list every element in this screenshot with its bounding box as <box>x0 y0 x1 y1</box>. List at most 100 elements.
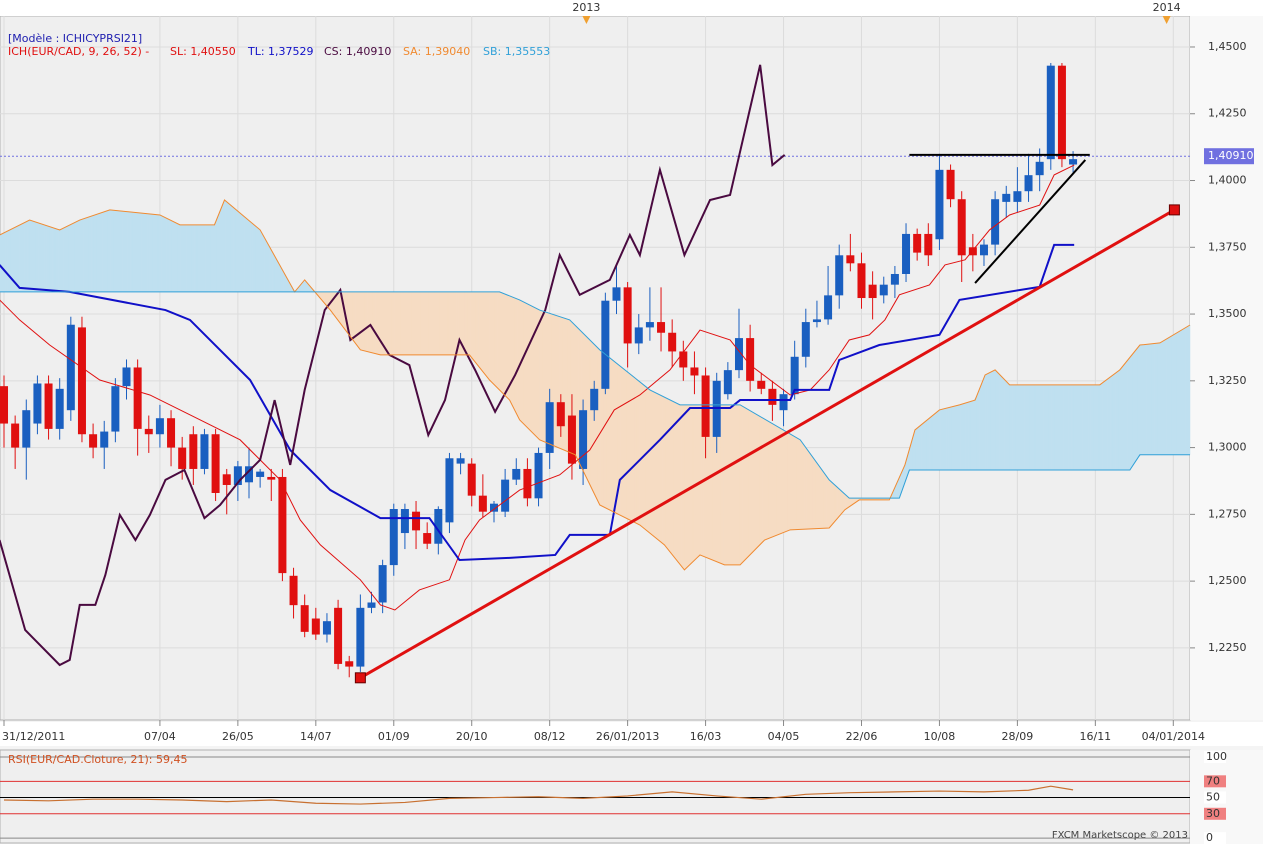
cloud-fill <box>631 374 635 523</box>
cloud-fill <box>222 200 226 293</box>
cloud-fill <box>249 220 254 293</box>
candle-body <box>512 468 521 480</box>
cloud-fill <box>1076 384 1081 471</box>
cloud-fill <box>1188 324 1191 456</box>
x-tick-label: 26/01/2013 <box>596 730 659 743</box>
candle-body <box>278 476 287 574</box>
candle-body <box>211 434 220 493</box>
candle-body <box>567 415 576 464</box>
candle-body <box>679 351 688 368</box>
cloud-fill <box>1012 384 1016 471</box>
candle-body <box>913 233 922 253</box>
indicator-line <box>0 243 1075 562</box>
candle-body <box>868 284 877 299</box>
cloud-fill <box>539 309 543 442</box>
cloud-fill <box>364 291 368 352</box>
cloud-fill <box>1026 384 1030 471</box>
cloud-fill <box>792 435 797 530</box>
trendline <box>359 208 1176 680</box>
cloud-fill <box>692 404 696 563</box>
y-tick-label: 1,4500 <box>1208 40 1247 53</box>
candle-body <box>668 332 677 352</box>
candle-body <box>701 375 710 437</box>
cloud-fill <box>1149 343 1153 456</box>
cloud-fill <box>32 220 36 293</box>
cloud-fill <box>951 405 955 471</box>
cloud-fill <box>1132 349 1136 467</box>
cloud-fill <box>54 228 59 293</box>
cloud-fill <box>748 409 752 557</box>
cloud-fill <box>656 392 660 542</box>
cloud-fill <box>377 291 382 356</box>
cloud-fill <box>430 291 435 356</box>
candle-body <box>545 402 554 453</box>
cloud-fill <box>840 489 844 516</box>
cloud-fill <box>937 409 941 471</box>
cloud-fill <box>575 325 579 462</box>
cloud-fill <box>436 291 440 356</box>
x-tick-label: 04/05 <box>768 730 800 743</box>
rsi-title: RSI(EUR/CAD.Cloture, 21): 59,45 <box>8 753 187 766</box>
cloud-fill <box>397 291 401 356</box>
y-tick-label: 50 <box>1206 791 1220 804</box>
cloud-fill <box>166 217 170 293</box>
cloud-fill <box>99 211 103 293</box>
cloud-fill <box>1104 378 1108 471</box>
cloud-fill <box>1015 384 1019 471</box>
cloud-fill <box>369 291 373 354</box>
cloud-fill <box>183 224 187 293</box>
candle-body <box>378 565 387 603</box>
cloud-fill <box>653 391 657 540</box>
rsi-axis <box>1190 750 1263 844</box>
cloud-fill <box>586 336 591 485</box>
cloud-fill <box>467 291 471 356</box>
cloud-fill <box>230 204 234 293</box>
candle-body <box>824 295 833 320</box>
candle-body <box>746 338 755 381</box>
cloud-fill <box>564 317 568 452</box>
cloud-fill <box>759 415 763 546</box>
cloud-fill <box>144 213 148 293</box>
cloud-fill <box>160 215 165 293</box>
cloud-fill <box>478 291 482 371</box>
cloud-fill <box>82 217 87 293</box>
candle-body <box>367 602 376 608</box>
back-layer <box>0 16 1191 839</box>
candle-body <box>991 199 1000 245</box>
cloud-fill <box>531 305 535 435</box>
cloud-fill <box>636 379 641 526</box>
cloud-fill <box>425 291 429 356</box>
candle-body <box>935 169 944 240</box>
cloud-fill <box>522 301 526 427</box>
x-tick-label: 16/03 <box>690 730 722 743</box>
legend-entry: TL: 1,37529 <box>247 45 314 58</box>
cloud-fill <box>929 415 933 471</box>
cloud-fill <box>121 210 126 293</box>
level-label-box <box>1204 832 1226 844</box>
cloud-fill <box>233 206 237 293</box>
cloud-fill <box>737 404 741 566</box>
cloud-fill <box>27 219 31 293</box>
y-tick-label: 1,3250 <box>1208 374 1247 387</box>
candle-body <box>445 458 454 523</box>
x-tick-label: 14/07 <box>300 730 332 743</box>
cloud-fill <box>0 233 3 293</box>
cloud-fill <box>149 213 153 293</box>
cloud-fill <box>372 291 376 354</box>
cloud-fill <box>1176 330 1181 456</box>
indicator-line <box>0 64 786 667</box>
cloud-fill <box>809 452 813 530</box>
cloud-fill <box>1057 384 1061 471</box>
candle-body <box>122 367 131 387</box>
candle-body <box>167 418 176 448</box>
cloud-fill <box>1048 384 1053 471</box>
candle-body <box>412 511 421 531</box>
cloud-fill <box>444 291 449 356</box>
cloud-fill <box>152 213 156 293</box>
cloud-fill <box>784 430 788 533</box>
cloud-fill <box>124 211 128 293</box>
cloud-fill <box>745 407 749 560</box>
cloud-fill <box>1179 328 1184 456</box>
cloud-fill <box>389 291 393 356</box>
cloud-fill <box>1126 356 1131 471</box>
